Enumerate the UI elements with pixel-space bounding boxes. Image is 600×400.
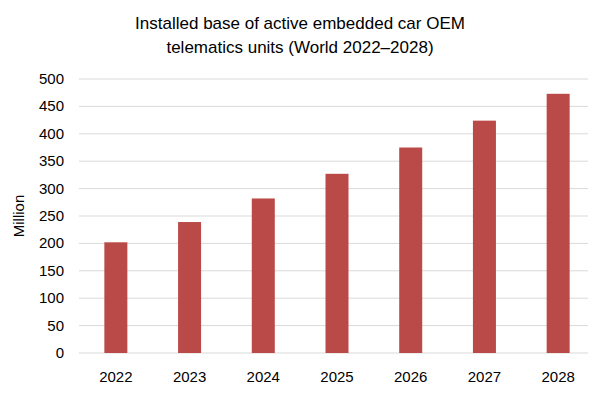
bar — [178, 222, 201, 353]
y-tick-label: 150 — [39, 262, 64, 279]
y-tick-label: 100 — [39, 289, 64, 306]
y-tick-label: 0 — [56, 344, 64, 361]
bar — [547, 94, 570, 353]
y-tick-label: 450 — [39, 97, 64, 114]
x-tick-label: 2027 — [468, 368, 501, 385]
y-tick-label: 200 — [39, 234, 64, 251]
x-tick-label: 2024 — [247, 368, 280, 385]
grid-line — [79, 106, 588, 107]
y-tick-label: 300 — [39, 180, 64, 197]
grid-line — [79, 79, 588, 80]
title: Installed base of active embedded car OE… — [100, 12, 500, 60]
x-tick-label: 2023 — [173, 368, 206, 385]
y-tick-label: 250 — [39, 207, 64, 224]
bar — [326, 174, 349, 353]
y-tick-label: 400 — [39, 125, 64, 142]
grid-line — [79, 133, 588, 134]
y-tick-label: 350 — [39, 152, 64, 169]
y-tick-label: 500 — [39, 70, 64, 87]
plot-svg: 0 50 100 150 200 250 300 350 400 450 500 Million 202… — [0, 0, 600, 400]
grid-line — [79, 161, 588, 162]
x-tick-label: 2022 — [99, 368, 132, 385]
x-tick-label: 2025 — [320, 368, 353, 385]
y-axis-label: Million — [10, 195, 27, 238]
bar — [399, 148, 422, 354]
bar — [252, 198, 275, 353]
y-tick-label: 50 — [47, 317, 64, 334]
bar — [104, 242, 127, 353]
bars — [104, 94, 569, 353]
chart: Installed base of active embedded car OE… — [0, 0, 600, 400]
bar — [473, 121, 496, 353]
x-tick-label: 2028 — [541, 368, 574, 385]
x-tick-label: 2026 — [394, 368, 427, 385]
